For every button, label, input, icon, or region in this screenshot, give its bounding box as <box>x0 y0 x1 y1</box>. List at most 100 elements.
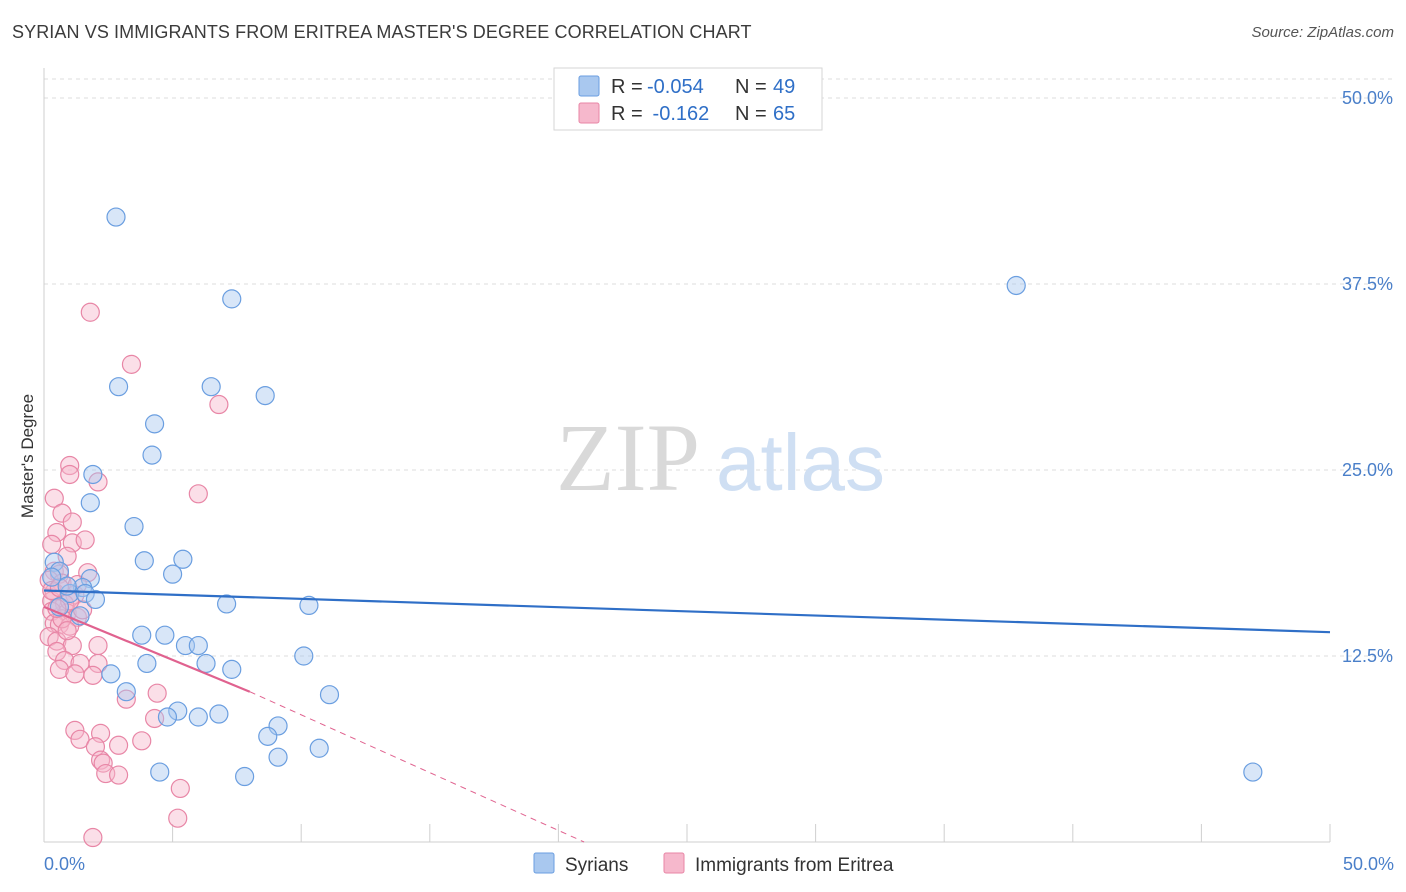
watermark-zip: ZIP <box>556 404 700 511</box>
point-syrians-43 <box>1243 762 1263 782</box>
point-syrians-28 <box>101 664 121 684</box>
correlation-legend: R = -0.054 N = 49 R = -0.162 N = 65 <box>553 67 823 131</box>
chart-source: Source: ZipAtlas.com <box>1251 24 1394 41</box>
series-legend: Syrians Immigrants from Eritrea <box>533 852 894 876</box>
legend-r-value-syrians: -0.054 <box>647 76 704 98</box>
point-syrians-27 <box>222 659 242 679</box>
point-syrians-10 <box>44 552 64 572</box>
point-syrians-17 <box>173 549 193 569</box>
bottom-legend-label-syrians: Syrians <box>565 855 628 876</box>
trend-line-syrians-0 <box>43 589 1331 634</box>
point-syrians-31 <box>168 701 188 721</box>
legend-n-label-syrians: N = <box>735 76 767 98</box>
y-tick-label-0: 12.5% <box>1342 646 1393 666</box>
point-syrians-39 <box>268 747 288 767</box>
point-syrians-16 <box>134 551 154 571</box>
point-syrians-35 <box>319 685 340 705</box>
y-tick-labels: 12.5% 25.0% 37.5% 50.0% <box>1342 88 1393 666</box>
point-syrians-4 <box>255 386 275 406</box>
point-eritrea-37 <box>88 653 108 674</box>
point-syrians-40 <box>150 762 170 782</box>
point-syrians-30 <box>116 682 136 702</box>
point-syrians-6 <box>144 414 165 434</box>
point-eritrea-0 <box>80 302 100 322</box>
legend-n-label-eritrea: N = <box>735 103 767 125</box>
point-syrians-21 <box>132 625 152 645</box>
point-eritrea-46 <box>70 729 90 749</box>
point-syrians-48 <box>85 589 106 610</box>
bottom-legend-swatch-syrians <box>533 852 555 874</box>
point-eritrea-54 <box>170 778 190 799</box>
bottom-legend-label-eritrea: Immigrants from Eritrea <box>695 855 894 876</box>
trend-lines <box>43 589 1331 843</box>
point-syrians-18 <box>163 564 183 584</box>
point-eritrea-31 <box>47 631 67 651</box>
point-syrians-22 <box>155 625 175 645</box>
point-eritrea-6 <box>60 464 80 485</box>
legend-n-value-eritrea: 65 <box>773 103 795 125</box>
point-eritrea-12 <box>75 530 95 550</box>
legend-swatch-eritrea <box>578 102 600 124</box>
x-tick-label-max: 50.0% <box>1343 854 1394 874</box>
point-syrians-36 <box>268 716 288 736</box>
legend-r-label-syrians: R = <box>611 76 643 98</box>
series-syrians-points <box>42 207 1263 787</box>
legend-r-value-eritrea: -0.162 <box>647 103 709 125</box>
point-syrians-11 <box>49 561 70 581</box>
chart-title: SYRIAN VS IMMIGRANTS FROM ERITREA MASTER… <box>12 22 752 42</box>
point-eritrea-56 <box>83 827 103 848</box>
point-syrians-15 <box>75 583 95 604</box>
legend-n-value-syrians: 49 <box>773 76 795 98</box>
y-tick-label-1: 25.0% <box>1342 460 1393 480</box>
point-eritrea-60 <box>57 621 77 641</box>
point-eritrea-38 <box>49 659 70 679</box>
point-eritrea-13 <box>42 534 62 555</box>
point-syrians-2 <box>108 377 129 397</box>
point-eritrea-40 <box>83 665 103 685</box>
y-tick-label-3: 50.0% <box>1342 88 1393 108</box>
point-syrians-32 <box>157 707 178 727</box>
point-syrians-37 <box>258 726 278 746</box>
point-eritrea-4 <box>188 484 208 504</box>
point-syrians-1 <box>222 289 242 309</box>
watermark: ZIP atlas <box>556 404 885 511</box>
point-eritrea-7 <box>44 488 64 508</box>
point-syrians-14 <box>60 583 80 604</box>
point-eritrea-2 <box>209 394 229 415</box>
point-syrians-38 <box>309 738 329 758</box>
point-eritrea-9 <box>62 512 82 532</box>
watermark-atlas: atlas <box>716 418 885 507</box>
point-eritrea-55 <box>168 808 188 828</box>
point-eritrea-44 <box>65 720 85 741</box>
y-tick-label-2: 37.5% <box>1342 274 1393 294</box>
trend-line-eritrea-2 <box>249 691 585 843</box>
point-eritrea-10 <box>47 522 67 543</box>
point-syrians-25 <box>137 653 157 674</box>
point-eritrea-53 <box>108 765 129 785</box>
point-syrians-9 <box>124 516 144 537</box>
bottom-legend-swatch-eritrea <box>663 852 685 874</box>
point-eritrea-39 <box>65 664 85 684</box>
point-syrians-33 <box>188 707 208 727</box>
point-syrians-26 <box>196 653 216 674</box>
point-eritrea-1 <box>121 354 142 374</box>
x-tick-label-min: 0.0% <box>44 854 85 874</box>
point-syrians-19 <box>217 594 237 614</box>
point-eritrea-48 <box>108 735 129 755</box>
axes <box>43 68 1331 843</box>
trend-line-eritrea-1 <box>43 605 251 693</box>
point-eritrea-49 <box>132 731 152 751</box>
point-syrians-42 <box>1006 275 1026 296</box>
point-syrians-29 <box>294 646 314 666</box>
grid-lines <box>44 78 1394 657</box>
series-eritrea-points <box>39 302 229 848</box>
point-eritrea-33 <box>88 635 108 656</box>
point-eritrea-35 <box>54 650 75 671</box>
point-syrians-41 <box>235 766 255 787</box>
point-syrians-24 <box>188 635 208 656</box>
point-eritrea-42 <box>116 689 136 709</box>
legend-r-label-eritrea: R = <box>611 103 643 125</box>
point-syrians-0 <box>106 207 126 227</box>
point-eritrea-41 <box>147 683 167 703</box>
